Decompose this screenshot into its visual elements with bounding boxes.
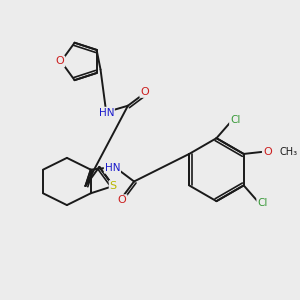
Text: HN: HN [105, 163, 120, 173]
Text: CH₃: CH₃ [279, 147, 297, 157]
Text: S: S [110, 181, 117, 191]
Text: O: O [118, 195, 127, 205]
Text: O: O [140, 87, 149, 97]
Text: O: O [56, 56, 64, 67]
Text: Cl: Cl [230, 116, 240, 125]
Text: O: O [263, 147, 272, 157]
Text: HN: HN [98, 108, 114, 118]
Text: Cl: Cl [257, 198, 268, 208]
